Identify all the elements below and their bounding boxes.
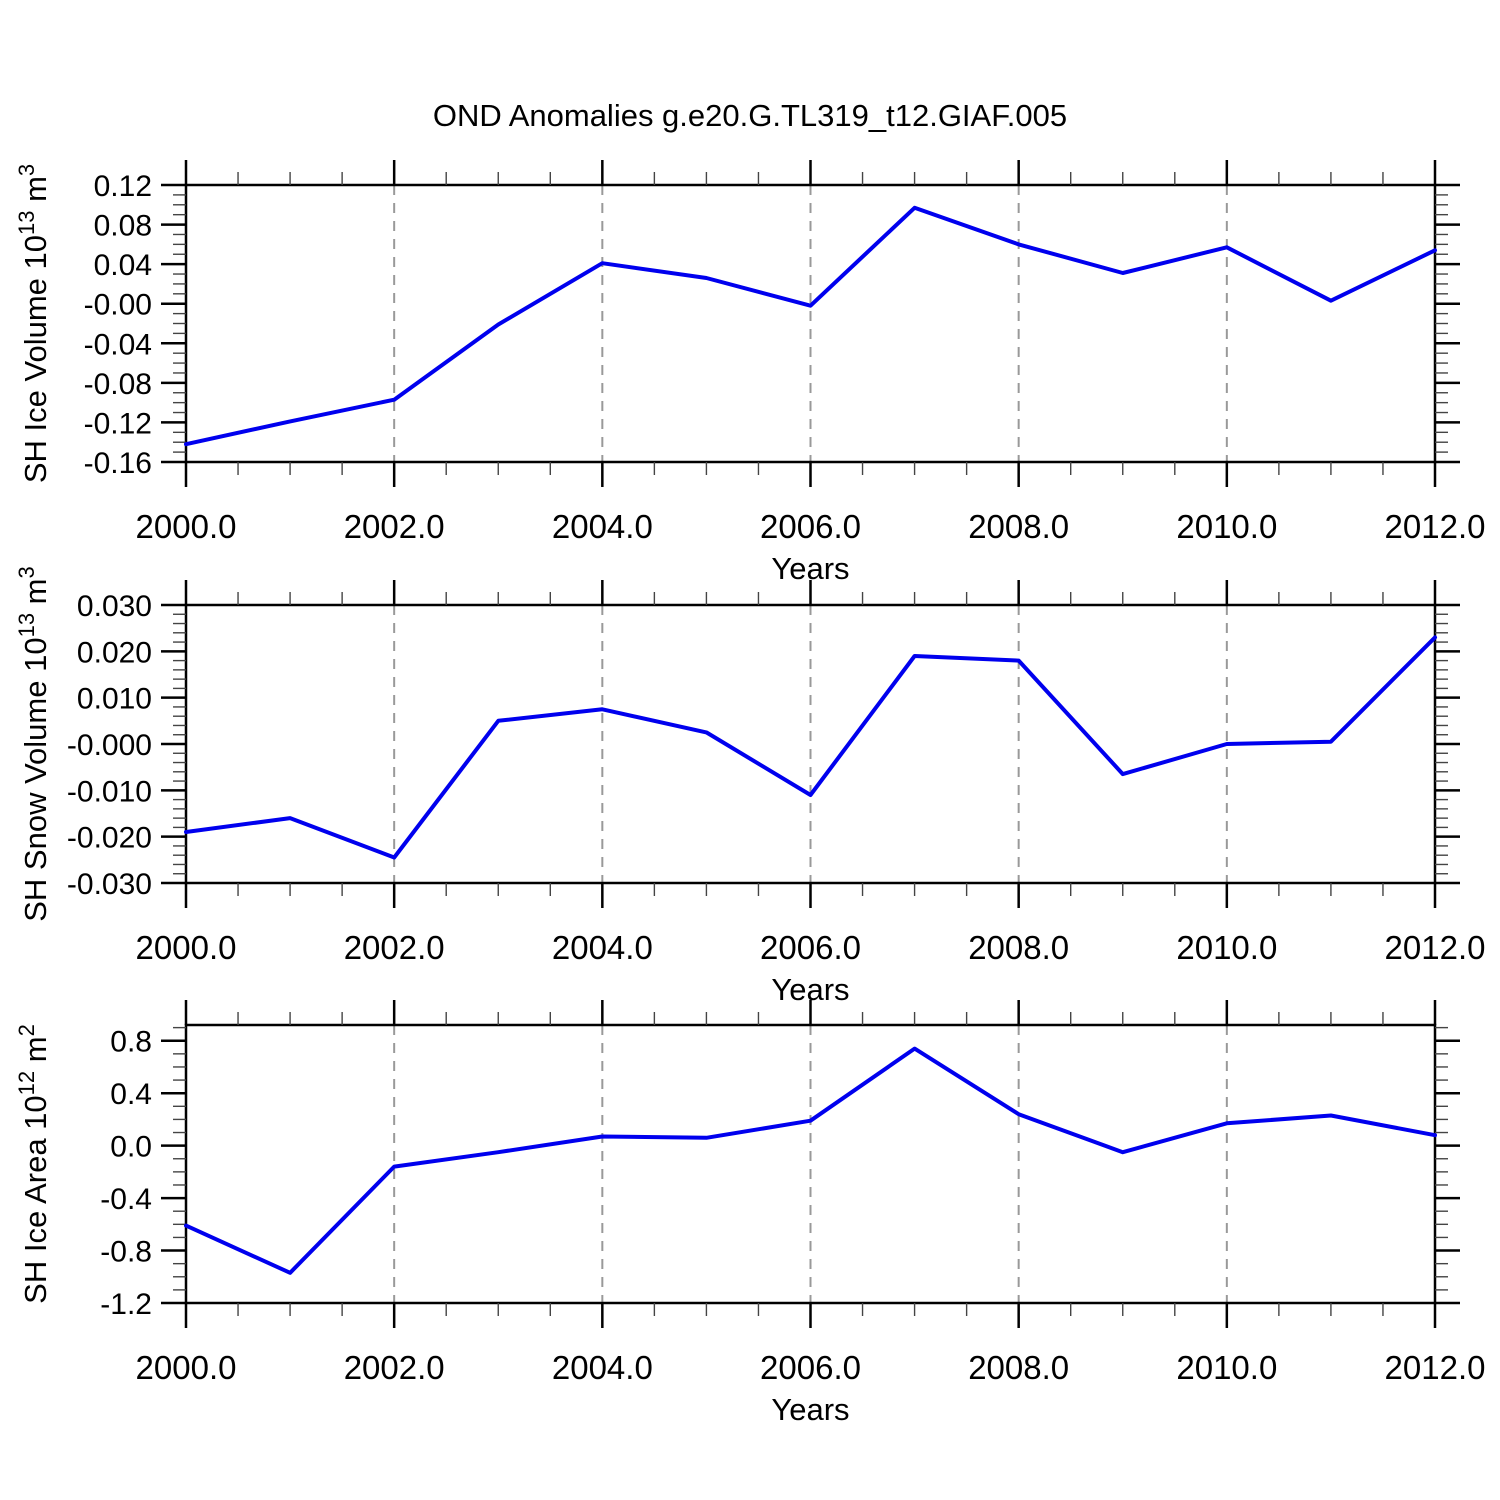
sh-ice-volume-panel: 2000.0 2002.0 2004.0 2006.0 2008.0 2010.0 2012… (14, 160, 1485, 586)
x-tick-label: 2002.0 (344, 508, 445, 545)
y-axis-title: SH Ice Volume 1013 m3 (14, 164, 53, 483)
y-tick-label: -0.00 (84, 289, 152, 322)
y-tick-label: 0.08 (94, 210, 152, 243)
y-tick-label: -0.8 (100, 1236, 152, 1269)
x-tick-label: 2008.0 (968, 929, 1069, 966)
y-tick-label: -0.4 (100, 1183, 152, 1216)
x-tick-label: 2006.0 (760, 508, 861, 545)
y-tick-label: -0.16 (84, 447, 152, 480)
y-axis-title: SH Snow Volume 1013 m3 (14, 566, 53, 922)
y-tick-label: 0.0 (110, 1131, 152, 1164)
sh-snow-volume-panel: 2000.0 2002.0 2004.0 2006.0 2008.0 2010.0 2012… (14, 566, 1485, 1007)
x-tick-label: 2000.0 (136, 508, 237, 545)
x-tick-label: 2002.0 (344, 929, 445, 966)
chart-title: OND Anomalies g.e20.G.TL319_t12.GIAF.005 (432, 98, 1068, 133)
y-tick-label: -0.010 (67, 775, 152, 808)
x-tick-label: 2010.0 (1176, 929, 1277, 966)
data-line (184, 1046, 1437, 1275)
y-tick-label: 0.04 (94, 249, 152, 282)
x-tick-label: 2000.0 (136, 1349, 237, 1386)
x-tick-label: 2006.0 (760, 929, 861, 966)
x-tick-label: 2000.0 (136, 929, 237, 966)
data-line (184, 205, 1437, 447)
y-tick-label: -0.04 (84, 328, 152, 361)
data-line (184, 635, 1437, 860)
x-tick-label: 2012.0 (1385, 1349, 1486, 1386)
x-tick-label: 2004.0 (552, 508, 653, 545)
y-tick-label: 0.8 (110, 1026, 152, 1059)
y-tick-label: -0.08 (84, 368, 152, 401)
x-tick-label: 2008.0 (968, 1349, 1069, 1386)
x-tick-label: 2010.0 (1176, 1349, 1277, 1386)
y-axis-title: SH Ice Area 1012 m2 (14, 1024, 53, 1304)
x-tick-label: 2010.0 (1176, 508, 1277, 545)
y-tick-label: -0.000 (67, 729, 152, 762)
x-tick-label: 2012.0 (1385, 929, 1486, 966)
x-tick-label: 2006.0 (760, 1349, 861, 1386)
x-tick-label: 2008.0 (968, 508, 1069, 545)
x-axis-title: Years (771, 1392, 849, 1427)
y-tick-label: 0.020 (77, 636, 152, 669)
x-tick-label: 2002.0 (344, 1349, 445, 1386)
y-tick-label: 0.030 (77, 590, 152, 623)
y-tick-label: 0.010 (77, 683, 152, 716)
y-tick-label: 0.12 (94, 170, 152, 203)
y-tick-label: -1.2 (100, 1288, 152, 1321)
y-tick-label: -0.12 (84, 407, 152, 440)
x-tick-label: 2012.0 (1385, 508, 1486, 545)
sh-ice-area-panel: 2000.0 2002.0 2004.0 2006.0 2008.0 2010.0 2012… (14, 1000, 1485, 1427)
y-tick-label: -0.020 (67, 822, 152, 855)
y-tick-label: 0.4 (110, 1078, 152, 1111)
x-tick-label: 2004.0 (552, 929, 653, 966)
x-tick-label: 2004.0 (552, 1349, 653, 1386)
y-tick-label: -0.030 (67, 868, 152, 901)
